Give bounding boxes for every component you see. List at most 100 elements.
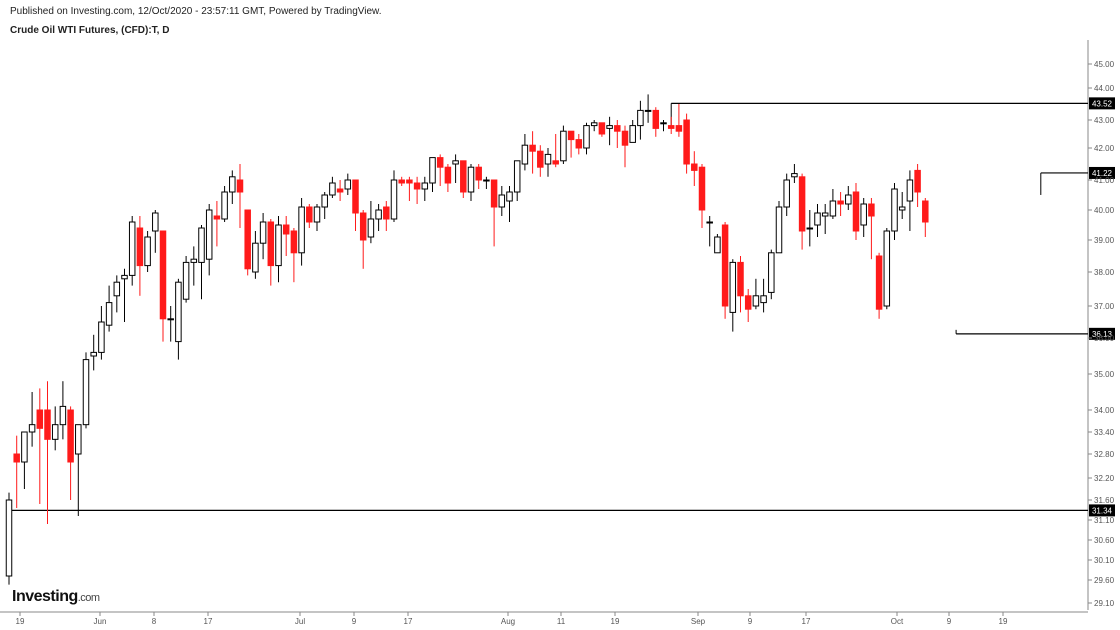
candle-body (21, 431, 28, 463)
candle-body (452, 160, 459, 165)
candle-body (667, 125, 675, 129)
time-tick-label: 19 (16, 617, 25, 626)
candle-body (344, 179, 352, 190)
price-tick-label: 33.40 (1094, 428, 1115, 437)
candle-body (529, 144, 536, 152)
candle-body (28, 424, 36, 433)
candle (606, 116, 613, 146)
candle (906, 170, 914, 231)
time-tick-label: Jul (295, 617, 305, 626)
candle-body (783, 179, 790, 208)
candle (814, 204, 821, 237)
candle (660, 120, 667, 132)
candle-body (75, 424, 82, 455)
candle (760, 278, 767, 313)
candle-body (760, 295, 767, 304)
price-tick-label: 29.60 (1094, 576, 1115, 585)
candle (213, 201, 221, 247)
candle-body (159, 230, 167, 320)
candle-body (675, 125, 683, 132)
price-tick-label: 38.00 (1094, 268, 1115, 277)
time-tick-label: 19 (611, 617, 620, 626)
candle (552, 134, 559, 168)
candle-body (829, 200, 837, 217)
candle-body (128, 221, 136, 276)
candle (82, 352, 90, 429)
candle-body (898, 206, 906, 211)
candle-body (444, 166, 452, 184)
candle (236, 164, 244, 228)
candle (36, 388, 44, 504)
candle (13, 435, 20, 508)
candle (128, 216, 136, 286)
candle (90, 334, 97, 371)
candle-body (82, 359, 90, 426)
candle-body (267, 221, 275, 267)
candle (367, 201, 375, 244)
candle-body (621, 130, 629, 146)
candle (136, 216, 144, 296)
candle-body (367, 218, 375, 238)
candle (706, 216, 713, 247)
candle-body (98, 321, 105, 353)
candle (752, 278, 760, 310)
candle (521, 134, 529, 171)
candle-body (275, 224, 282, 267)
candle (898, 192, 906, 219)
candle (860, 198, 867, 237)
candle-body (483, 179, 490, 182)
candle (575, 134, 583, 155)
candle-body (644, 109, 652, 112)
candle-body (5, 499, 13, 577)
price-tick-label: 41.00 (1094, 176, 1115, 185)
price-tick-label: 30.10 (1094, 556, 1115, 565)
candle (667, 116, 675, 134)
level-price-tag (1089, 504, 1115, 517)
candle-body (398, 179, 405, 184)
time-tick-label: 17 (204, 617, 213, 626)
published-info: Published on Investing.com, 12/Oct/2020 … (10, 6, 382, 17)
candle (721, 222, 729, 319)
candle (560, 125, 567, 164)
candle-body (490, 179, 498, 208)
candle (845, 186, 852, 210)
candle-body (205, 209, 213, 260)
candle (537, 145, 544, 177)
price-tick-label: 32.20 (1094, 474, 1115, 483)
candle-body (821, 212, 829, 217)
candle (44, 381, 51, 524)
candle (51, 406, 59, 451)
candle-body (875, 255, 883, 310)
candle-body (537, 150, 544, 168)
candle-body (144, 236, 151, 267)
candle (698, 164, 706, 228)
candle (783, 173, 790, 216)
candle (59, 381, 67, 440)
candle-body (652, 109, 660, 129)
candle-body (521, 144, 529, 165)
candle-body (213, 215, 221, 220)
candle (406, 176, 413, 201)
candle-body (36, 409, 44, 429)
candle-body (791, 173, 798, 178)
time-tick-label: Sep (691, 617, 706, 626)
price-tick-label: 37.00 (1094, 302, 1115, 311)
candle-body (845, 194, 852, 205)
candle-body (306, 206, 313, 223)
candle (390, 170, 398, 222)
candle (598, 122, 606, 137)
candle-body (152, 212, 159, 232)
candle (637, 100, 644, 140)
candle (821, 204, 829, 234)
candle (891, 183, 898, 240)
candle (614, 120, 621, 148)
candle (144, 231, 151, 272)
candle-body (259, 221, 267, 244)
candle-body (467, 166, 475, 193)
candle (121, 268, 128, 322)
candle (498, 186, 506, 216)
candle (198, 225, 205, 300)
candle-body (67, 409, 74, 463)
candle (252, 231, 259, 279)
candle-body (59, 405, 67, 426)
